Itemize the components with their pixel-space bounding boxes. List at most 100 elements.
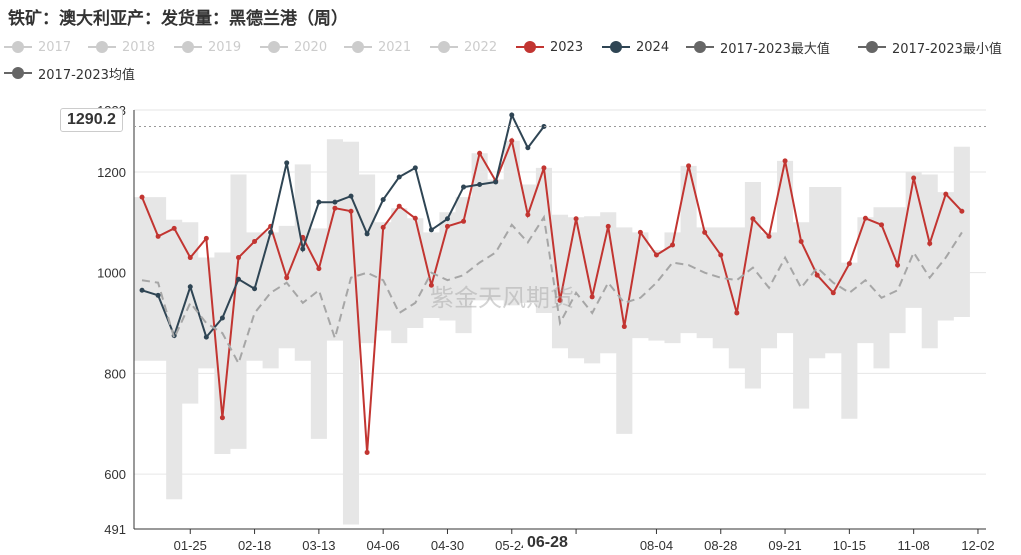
max-min-band-area (134, 139, 970, 525)
series-2023-point (444, 223, 450, 229)
legend-item[interactable]: 2024 (602, 36, 669, 58)
series-2023-point (364, 449, 370, 455)
legend-marker-icon (260, 41, 288, 53)
series-2024-point (348, 193, 354, 199)
series-2023-point (155, 233, 161, 239)
series-2023-point (879, 222, 885, 228)
series-2023-point (846, 261, 852, 267)
legend-marker-icon (686, 41, 714, 53)
series-2023-point (332, 205, 338, 211)
legend-label: 2024 (636, 39, 670, 55)
legend-item[interactable]: 2021 (344, 36, 411, 58)
series-2023-point (203, 235, 209, 241)
legend-label: 2023 (550, 39, 584, 55)
series-2023-point (461, 218, 467, 224)
x-tick-label: 10-15 (833, 538, 866, 553)
legend-item[interactable]: 2019 (174, 36, 241, 58)
series-2023-point (380, 224, 386, 230)
series-layer (139, 112, 965, 455)
series-2024-point (493, 179, 499, 185)
legend-marker-icon (516, 41, 544, 53)
series-2023-point (557, 297, 563, 303)
series-2023-point (252, 238, 258, 244)
legend-label: 2017-2023均值 (38, 67, 135, 83)
series-2023-point (766, 233, 772, 239)
series-2023-point (862, 215, 868, 221)
x-pointer-label: 06-28 (523, 534, 572, 552)
series-2023-point (348, 208, 354, 214)
legend-marker-icon (4, 41, 32, 53)
series-2023-point (734, 310, 740, 316)
x-tick-label: 08-04 (640, 538, 673, 553)
series-2023-point (139, 194, 145, 200)
series-2023-point (830, 290, 836, 296)
legend-label: 2017 (38, 39, 72, 55)
series-2023-point (814, 272, 820, 278)
min-max-band (134, 139, 970, 525)
series-2024-point (380, 197, 386, 203)
legend-item[interactable]: 2020 (260, 36, 327, 58)
series-2023-point (573, 216, 579, 222)
legend-item[interactable]: 2018 (88, 36, 155, 58)
series-2024-point (235, 276, 241, 282)
x-tick-label: 08-28 (704, 538, 737, 553)
series-2024-point (444, 216, 450, 222)
y-pointer-label: 1290.2 (60, 108, 123, 132)
series-2024-point (396, 174, 402, 180)
series-2023-point (718, 252, 724, 258)
series-2023-point (943, 191, 949, 197)
x-tick-label: 09-21 (768, 538, 801, 553)
series-2024-point (252, 286, 258, 292)
series-2023-point (412, 215, 418, 221)
series-2024-point (187, 284, 193, 290)
series-2024-point (412, 165, 418, 171)
series-2023-point (670, 242, 676, 248)
series-2024-point (428, 227, 434, 233)
y-tick-label: 491 (104, 522, 126, 537)
series-2023-point (235, 255, 241, 261)
legend-label: 2019 (208, 39, 242, 55)
series-2023-point (798, 238, 804, 244)
series-2023-point (702, 229, 708, 235)
legend-label: 2018 (122, 39, 156, 55)
series-2024-point (155, 292, 161, 298)
series-2023-point (219, 415, 225, 421)
x-tick-label: 04-30 (431, 538, 464, 553)
legend-item[interactable]: 2017 (4, 36, 71, 58)
x-tick-label: 11-08 (898, 538, 930, 553)
series-2023-point (959, 208, 965, 214)
legend-item[interactable]: 2023 (516, 36, 583, 58)
y-tick-label: 1000 (97, 266, 126, 281)
series-2024-point (332, 199, 338, 205)
series-2023-point (525, 212, 531, 218)
series-2023-point (509, 138, 515, 144)
legend-marker-icon (344, 41, 372, 53)
legend-marker-icon (602, 41, 630, 53)
legend-marker-icon (88, 41, 116, 53)
y-tick-label: 800 (104, 366, 126, 381)
series-2023-point (589, 294, 595, 300)
legend-label: 2022 (464, 39, 498, 55)
legend-marker-icon (858, 41, 886, 53)
watermark: 紫金天风期货 (430, 284, 574, 312)
series-2024-point (509, 112, 515, 118)
series-2024-point (316, 199, 322, 205)
series-2023-point (927, 240, 933, 246)
x-tick-label: 04-06 (367, 538, 400, 553)
series-2023-point (187, 255, 193, 261)
legend-marker-icon (4, 67, 32, 79)
series-2023-point (428, 282, 434, 288)
series-2023-point (284, 275, 290, 281)
series-2024-point (203, 334, 209, 340)
series-2024-point (525, 145, 531, 151)
legend-marker-icon (174, 41, 202, 53)
legend-item[interactable]: 2017-2023均值 (4, 62, 135, 84)
legend-marker-icon (430, 41, 458, 53)
legend-item[interactable]: 2017-2023最小值 (858, 36, 1002, 58)
x-tick-label: 01-25 (174, 538, 207, 553)
legend-item[interactable]: 2022 (430, 36, 497, 58)
legend-item[interactable]: 2017-2023最大值 (686, 36, 830, 58)
x-tick-label: 12-02 (961, 538, 994, 553)
series-2024-point (219, 315, 225, 321)
